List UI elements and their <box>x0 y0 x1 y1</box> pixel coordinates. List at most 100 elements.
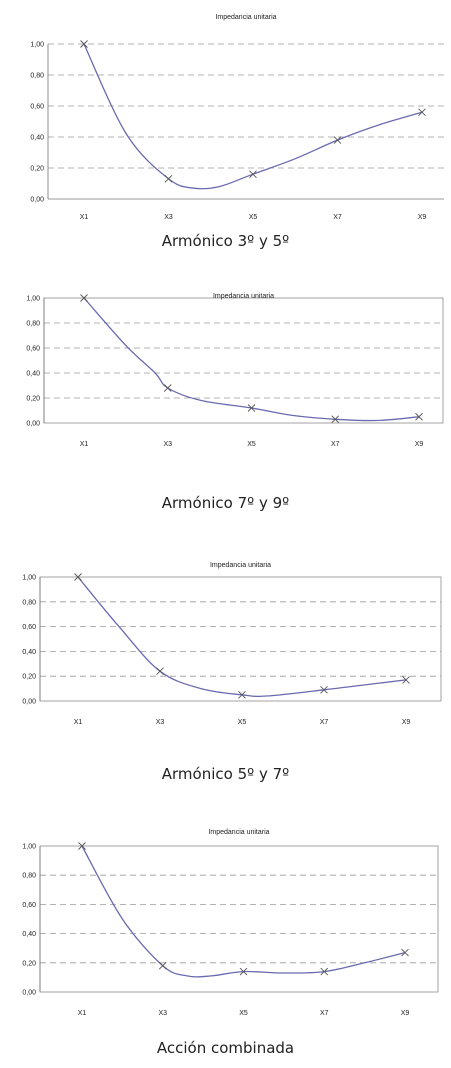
y-tick-label: 1,00 <box>22 844 36 851</box>
data-point-stroke <box>239 967 248 976</box>
y-tick-label: 0,20 <box>30 166 44 173</box>
y-tick-label: 1,00 <box>26 296 40 303</box>
data-point <box>402 676 410 684</box>
data-point <box>74 573 82 581</box>
data-point <box>164 175 173 183</box>
chart-panel: Impedancia unitaria 0,00 0,20 0,40 0,60 0,80 1… <box>0 556 451 810</box>
x-tick-label: X7 <box>331 441 340 448</box>
chart-title: Impedancia unitaria <box>208 829 269 836</box>
series-line <box>83 43 423 190</box>
data-point <box>156 667 164 676</box>
data-point <box>80 294 88 302</box>
plot-frame <box>43 297 444 424</box>
x-tick-label: X3 <box>156 719 165 726</box>
data-point <box>78 842 86 850</box>
data-point-stroke <box>158 961 167 970</box>
data-point-stroke <box>333 136 342 144</box>
data-point-stroke <box>320 967 329 976</box>
y-tick-label: 0,40 <box>26 371 40 378</box>
y-tick-label: 0,60 <box>22 624 36 631</box>
x-tick-label: X7 <box>333 214 342 221</box>
data-point-stroke <box>78 842 86 850</box>
x-tick-label: X5 <box>238 719 247 726</box>
chart-panel: Impedancia unitaria 0,00 0,20 0,40 0,60 0,80 1… <box>0 0 451 266</box>
data-point-stroke <box>156 667 164 676</box>
data-point-stroke <box>74 573 82 581</box>
series-line <box>81 845 406 978</box>
data-point <box>247 404 256 412</box>
data-point-stroke <box>401 948 409 957</box>
y-tick-label: 1,00 <box>30 42 44 49</box>
chart-svg: Impedancia unitaria 0,00 0,20 0,40 0,60 0,80 1… <box>26 293 444 448</box>
plot-frame <box>39 845 439 993</box>
y-tick-label: 0,80 <box>30 73 44 80</box>
data-point <box>320 967 329 976</box>
y-tick-label: 0,20 <box>26 396 40 403</box>
series-line <box>77 576 407 698</box>
chart-caption: Armónico 7º y 9º <box>161 494 290 512</box>
x-tick-label: X7 <box>320 1010 329 1017</box>
data-point <box>401 948 409 957</box>
data-point <box>238 690 246 699</box>
series-line <box>83 297 420 422</box>
y-tick-label: 0,60 <box>26 346 40 353</box>
x-tick-label: X1 <box>78 1010 87 1017</box>
chart-svg: Impedancia unitaria 0,00 0,20 0,40 0,60 0,80 1… <box>22 562 442 726</box>
data-point-stroke <box>249 170 257 179</box>
y-tick-label: 0,60 <box>30 104 44 111</box>
y-tick-label: 0,00 <box>22 990 36 997</box>
y-tick-label: 0,40 <box>30 135 44 142</box>
x-tick-label: X5 <box>249 214 258 221</box>
data-point-stroke <box>415 412 423 421</box>
chart-title: Impedancia unitaria <box>210 562 271 569</box>
x-tick-label: X1 <box>80 214 89 221</box>
data-point-stroke <box>331 415 340 424</box>
chart-title: Impedancia unitaria <box>215 14 276 21</box>
chart-caption: Acción combinada <box>156 1039 295 1057</box>
chart-panel: Impedancia unitaria 0,00 0,20 0,40 0,60 0,80 1… <box>0 286 451 546</box>
y-tick-label: 0,20 <box>22 674 36 681</box>
data-point-stroke <box>80 294 88 302</box>
chart-caption: Armónico 3º y 5º <box>161 232 290 250</box>
y-tick-label: 0,20 <box>22 960 36 967</box>
x-tick-label: X5 <box>247 441 256 448</box>
y-tick-label: 0,60 <box>22 902 36 909</box>
x-tick-label: X9 <box>402 719 411 726</box>
data-point-stroke <box>402 676 410 684</box>
data-point <box>333 136 342 144</box>
x-tick-label: X9 <box>401 1010 410 1017</box>
x-tick-label: X3 <box>164 214 173 221</box>
x-tick-label: X9 <box>418 214 427 221</box>
chart-title: Impedancia unitaria <box>213 293 274 300</box>
y-tick-label: 0,40 <box>22 649 36 656</box>
data-point <box>415 412 423 421</box>
data-point-stroke <box>238 690 246 699</box>
data-point-stroke <box>247 404 256 412</box>
y-tick-label: 1,00 <box>22 575 36 582</box>
data-point-stroke <box>320 686 328 694</box>
y-tick-label: 0,00 <box>22 699 36 706</box>
x-tick-label: X7 <box>320 719 329 726</box>
data-point-stroke <box>418 108 426 117</box>
x-tick-label: X3 <box>158 1010 167 1017</box>
data-point-stroke <box>80 40 88 48</box>
chart-caption: Armónico 5º y 7º <box>161 765 290 783</box>
x-tick-label: X1 <box>74 719 83 726</box>
chart-svg: Impedancia unitaria 0,00 0,20 0,40 0,60 0,80 1… <box>30 14 444 221</box>
y-tick-label: 0,80 <box>22 873 36 880</box>
data-point <box>158 961 167 970</box>
data-point <box>320 686 328 694</box>
y-tick-label: 0,00 <box>30 197 44 204</box>
x-tick-label: X5 <box>239 1010 248 1017</box>
y-tick-label: 0,80 <box>22 599 36 606</box>
data-point-stroke <box>164 175 173 183</box>
chart-svg: Impedancia unitaria 0,00 0,20 0,40 0,60 0,80 1… <box>22 829 439 1017</box>
x-tick-label: X3 <box>163 441 172 448</box>
data-point <box>249 170 257 179</box>
y-tick-label: 0,40 <box>22 931 36 938</box>
data-point <box>418 108 426 117</box>
x-tick-label: X1 <box>80 441 89 448</box>
data-point <box>331 415 340 424</box>
x-tick-label: X9 <box>415 441 424 448</box>
chart-panel: Impedancia unitaria 0,00 0,20 0,40 0,60 0,80 1… <box>0 818 451 1068</box>
